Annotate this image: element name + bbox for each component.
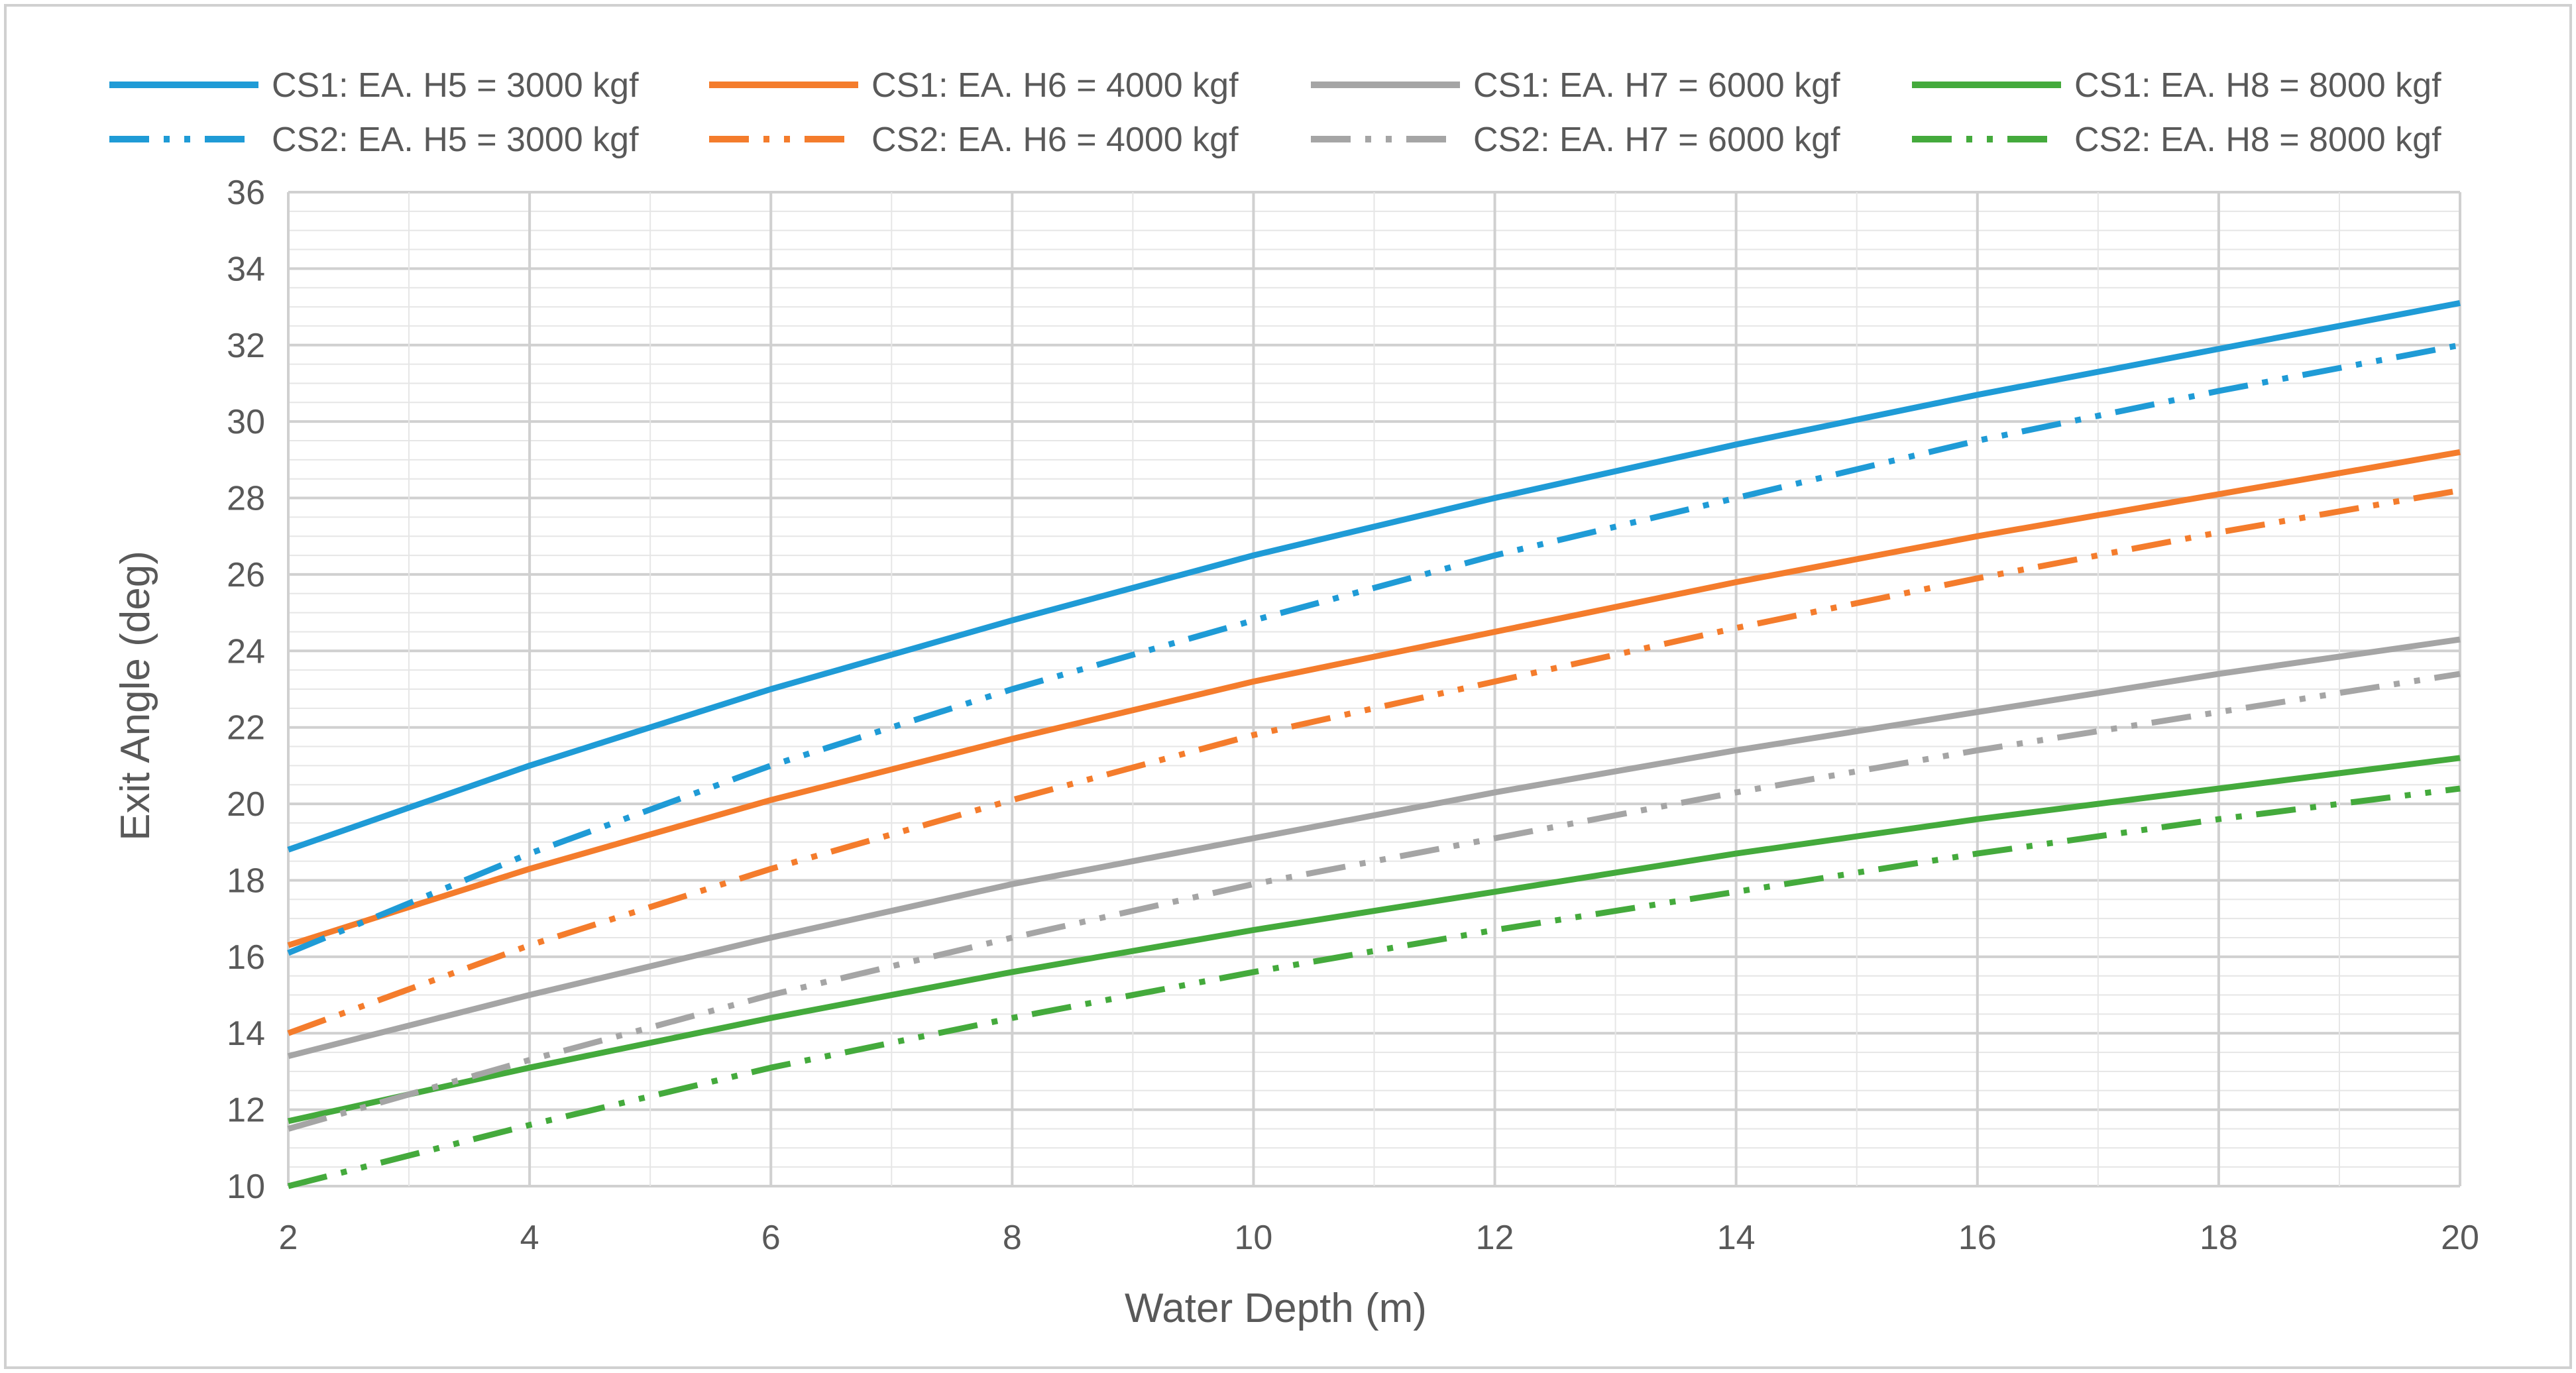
x-tick-label: 6 (761, 1219, 781, 1257)
legend-label-5: CS2: EA. H5 = 3000 kgf (272, 121, 639, 159)
x-tick-label: 8 (1003, 1219, 1022, 1257)
x-tick-label: 14 (1717, 1219, 1756, 1257)
y-tick-label: 18 (227, 861, 265, 900)
y-tick-label: 16 (227, 938, 265, 977)
y-tick-label: 36 (227, 174, 265, 212)
y-tick-label: 32 (227, 327, 265, 365)
x-tick-label: 12 (1476, 1219, 1514, 1257)
legend-label-8: CS2: EA. H8 = 8000 kgf (2074, 121, 2441, 159)
legend-label-4: CS1: EA. H8 = 8000 kgf (2074, 66, 2441, 105)
legend-label-7: CS2: EA. H7 = 6000 kgf (1473, 121, 1840, 159)
y-tick-label: 20 (227, 785, 265, 824)
series-line-5 (287, 342, 2461, 956)
y-tick-label: 12 (227, 1091, 265, 1130)
x-tick-label: 18 (2200, 1219, 2238, 1257)
x-tick-label: 10 (1235, 1219, 1273, 1257)
gridlines (287, 191, 2461, 1187)
legend: CS1: EA. H5 = 3000 kgf CS1: EA. H6 = 4000… (109, 66, 2441, 159)
y-tick-label: 24 (227, 632, 265, 671)
y-axis-title: Exit Angle (deg) (113, 551, 158, 841)
series-line-8 (287, 785, 2461, 1189)
y-tick-label: 22 (227, 709, 265, 747)
x-tick-label: 20 (2441, 1219, 2479, 1257)
legend-label-3: CS1: EA. H7 = 6000 kgf (1473, 66, 1840, 105)
series-line-1 (287, 300, 2461, 853)
series-line-2 (287, 449, 2461, 948)
x-tick-label: 16 (1958, 1219, 1997, 1257)
x-tick-label: 4 (520, 1219, 539, 1257)
series-lines (287, 300, 2461, 1189)
series-line-3 (287, 636, 2461, 1060)
series-line-6 (287, 487, 2461, 1036)
y-tick-label: 28 (227, 480, 265, 518)
y-tick-label: 26 (227, 556, 265, 594)
y-tick-label: 30 (227, 403, 265, 441)
legend-label-1: CS1: EA. H5 = 3000 kgf (272, 66, 639, 105)
x-axis-ticks: 2 4 6 8 10 12 14 16 18 20 (279, 1219, 2479, 1257)
legend-label-2: CS1: EA. H6 = 4000 kgf (871, 66, 1239, 105)
y-tick-label: 10 (227, 1168, 265, 1206)
legend-label-6: CS2: EA. H6 = 4000 kgf (871, 121, 1239, 159)
y-axis-ticks: 10 12 14 16 18 20 22 24 26 28 30 32 34 36 (227, 174, 265, 1206)
x-tick-label: 2 (279, 1219, 298, 1257)
series-line-4 (288, 755, 2461, 1125)
x-axis-title: Water Depth (m) (1125, 1286, 1427, 1331)
y-tick-label: 14 (227, 1015, 265, 1053)
y-tick-label: 34 (227, 250, 265, 288)
